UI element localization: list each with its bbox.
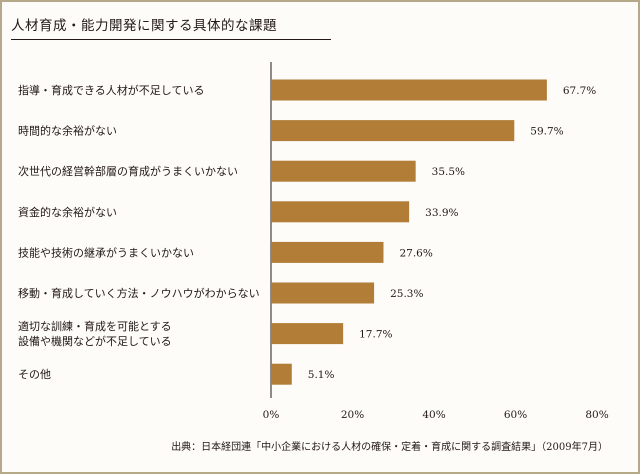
source-note: 出典：日本経団連「中小企業における人材の確保・定着・育成に関する調査結果」（20…	[171, 442, 608, 453]
data-label-1: 67.7%	[563, 85, 596, 97]
x-tick-label-1: 0%	[263, 409, 280, 421]
category-label-1: 指導・育成できる人材が不足している	[18, 83, 204, 97]
bar-7	[271, 323, 344, 345]
category-label-4: 資金的な余裕がない	[18, 205, 117, 219]
bar-4	[271, 201, 410, 223]
data-label-3: 35.5%	[432, 166, 465, 178]
x-tick-label-2: 20%	[341, 409, 364, 421]
category-label-5: 技能や技術の継承がうまくいかない	[18, 245, 194, 259]
data-label-5: 27.6%	[399, 247, 432, 259]
x-tick-label-3: 40%	[422, 409, 445, 421]
bar-2	[271, 120, 515, 142]
title-underline	[11, 39, 331, 40]
chart-title: 人材育成・能力開発に関する具体的な課題	[11, 18, 277, 34]
data-label-7: 17.7%	[359, 329, 392, 341]
data-label-2: 59.7%	[530, 126, 563, 138]
category-label-7: 適切な訓練・育成を可能とする設備や機関などが不足している	[18, 319, 172, 348]
category-label-6: 移動・育成していく方法・ノウハウがわからない	[18, 286, 260, 300]
bar-3	[271, 160, 416, 182]
category-label-8: その他	[18, 368, 51, 381]
category-label-3: 次世代の経営幹部層の育成がうまくいかない	[18, 164, 238, 178]
x-tick-label-4: 60%	[504, 409, 527, 421]
bar-1	[271, 79, 547, 101]
bar-6	[271, 282, 375, 304]
data-label-4: 33.9%	[425, 207, 458, 219]
bar-5	[271, 241, 384, 263]
x-tick-label-5: 80%	[585, 409, 608, 421]
bar-8	[271, 363, 292, 385]
data-label-6: 25.3%	[390, 288, 423, 300]
category-label-2: 時間的な余裕がない	[18, 124, 117, 138]
data-label-8: 5.1%	[308, 369, 335, 381]
